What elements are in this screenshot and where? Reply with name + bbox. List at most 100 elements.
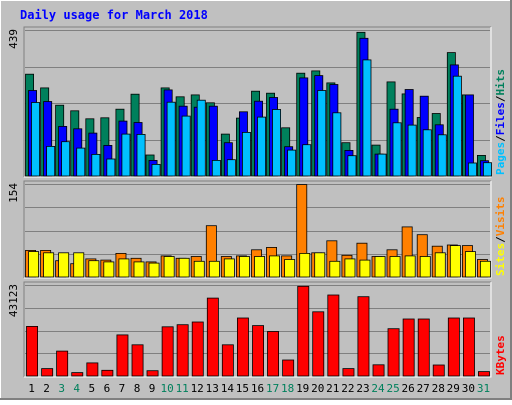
panel-visits_sites: 154 Sites/Visits: [7, 180, 507, 279]
bar-pages-day-3: [61, 141, 71, 177]
legend-visits_sites: Sites/Visits: [494, 197, 507, 277]
legend-separator: /: [494, 236, 507, 243]
bar-kbytes-day-8: [131, 344, 144, 377]
x-tick-label-day-11: 11: [176, 382, 189, 395]
panel-kbytes: 43123 KBytes: [7, 281, 507, 378]
bar-kbytes-day-23: [357, 296, 370, 377]
x-tick-label-day-27: 27: [417, 382, 430, 395]
bar-pages-day-27: [422, 129, 432, 177]
bar-kbytes-day-25: [387, 328, 400, 377]
legend-hits: Hits: [494, 69, 507, 96]
bar-pages-day-23: [362, 59, 372, 177]
x-tick-label-day-8: 8: [134, 382, 141, 395]
panel-light-edge: [24, 27, 492, 178]
bar-pages-day-13: [211, 159, 221, 177]
bar-pages-day-30: [467, 162, 477, 177]
bar-sites-day-1: [28, 251, 40, 278]
bar-kbytes-day-6: [101, 369, 114, 377]
y-max-label: 154: [7, 183, 20, 203]
bar-pages-day-10: [166, 101, 176, 177]
bar-kbytes-day-2: [41, 368, 54, 377]
x-tick-label-day-7: 7: [119, 382, 126, 395]
x-tick-label-day-1: 1: [28, 382, 35, 395]
legend-pages: Pages: [494, 142, 507, 175]
bar-pages-day-20: [317, 90, 327, 177]
legend-visits: Visits: [494, 197, 507, 237]
x-tick-label-day-20: 20: [311, 382, 324, 395]
x-tick-label-day-2: 2: [43, 382, 50, 395]
bar-pages-day-11: [181, 115, 191, 177]
bar-sites-day-7: [118, 258, 130, 278]
bar-kbytes-day-13: [206, 297, 219, 377]
x-tick-label-day-5: 5: [88, 382, 95, 395]
x-tick-label-day-24: 24: [371, 382, 385, 395]
chart-title: Daily usage for March 2018: [20, 8, 208, 22]
bar-kbytes-day-22: [342, 368, 355, 377]
bar-sites-day-27: [419, 256, 431, 278]
chart-panels: 439Pages/Files/Hits154Sites/Visits43123K…: [7, 26, 507, 378]
bar-sites-day-5: [88, 260, 100, 278]
bar-pages-day-12: [196, 99, 206, 177]
bar-sites-day-3: [58, 252, 70, 278]
bar-sites-day-19: [299, 252, 311, 278]
bar-kbytes-day-18: [282, 359, 295, 377]
bar-kbytes-day-4: [71, 372, 84, 377]
bar-sites-day-8: [133, 261, 145, 278]
bar-pages-day-28: [437, 134, 447, 177]
bar-pages-day-9: [151, 163, 161, 177]
bar-sites-day-25: [389, 256, 401, 278]
bar-sites-day-24: [374, 256, 386, 278]
bar-sites-day-12: [193, 260, 205, 278]
bar-pages-day-18: [287, 149, 297, 177]
bar-pages-day-26: [407, 124, 417, 177]
x-tick-label-day-19: 19: [296, 382, 309, 395]
bar-sites-day-9: [148, 262, 160, 278]
bar-pages-day-5: [91, 153, 101, 177]
bar-pages-day-8: [136, 133, 146, 177]
x-tick-label-day-3: 3: [58, 382, 65, 395]
legend-kbytes: KBytes: [494, 335, 507, 375]
bar-kbytes-day-29: [447, 317, 460, 377]
bar-pages-day-4: [76, 147, 86, 177]
legend-separator: /: [494, 95, 507, 102]
panel-light-edge: [24, 181, 492, 279]
bar-kbytes-day-17: [267, 331, 280, 377]
bar-pages-day-29: [452, 75, 462, 177]
x-tick-label-day-30: 30: [462, 382, 475, 395]
bar-sites-day-14: [223, 258, 235, 278]
bar-kbytes-day-10: [161, 326, 174, 377]
x-tick-label-day-17: 17: [266, 382, 279, 395]
bar-kbytes-day-14: [221, 344, 234, 377]
bar-sites-day-18: [284, 259, 296, 278]
bar-sites-day-28: [434, 252, 446, 278]
bar-kbytes-day-28: [432, 364, 445, 377]
bar-kbytes-day-3: [56, 350, 69, 377]
x-tick-label-day-13: 13: [206, 382, 219, 395]
bar-pages-day-15: [241, 131, 251, 177]
x-tick-label-day-14: 14: [221, 382, 235, 395]
bar-sites-day-6: [103, 261, 115, 278]
bar-kbytes-day-16: [252, 325, 265, 377]
bar-sites-day-4: [73, 252, 85, 278]
bar-sites-day-31: [479, 260, 491, 278]
bar-sites-day-29: [449, 245, 461, 278]
bar-kbytes-day-24: [372, 364, 385, 377]
bar-pages-day-6: [106, 158, 116, 177]
bar-pages-day-22: [347, 155, 357, 177]
panel-dark-edge: [23, 180, 491, 278]
panel-dark-edge: [23, 281, 491, 377]
x-tick-label-day-26: 26: [401, 382, 414, 395]
y-max-label: 439: [7, 29, 20, 49]
x-tick-label-day-21: 21: [326, 382, 339, 395]
bar-sites-day-30: [464, 251, 476, 278]
x-axis-labels: 1 2 3 4 5 6 7 8 9 10 11 12 13 14 15 16 17 18 19 20 21 22 23 24 2…: [28, 382, 490, 395]
bar-kbytes-day-20: [312, 311, 325, 377]
bar-sites-day-20: [314, 252, 326, 278]
bar-sites-day-2: [43, 252, 55, 278]
bar-kbytes-day-1: [26, 325, 39, 377]
bar-sites-day-16: [254, 256, 266, 278]
legend-sites: Sites: [494, 243, 507, 276]
